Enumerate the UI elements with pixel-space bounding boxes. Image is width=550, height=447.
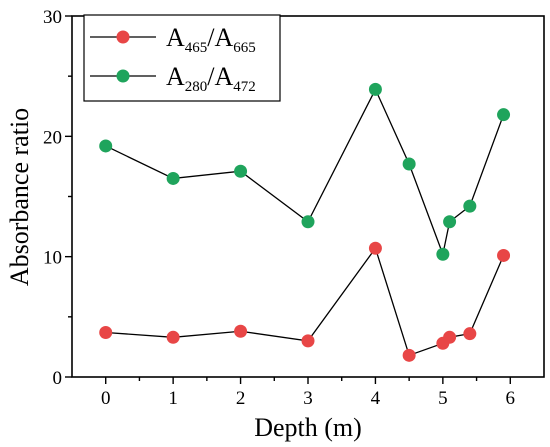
data-point-a280-a472 [301, 215, 315, 229]
data-point-a465-a665 [463, 327, 477, 341]
x-tick-label: 1 [168, 388, 178, 409]
series-line-a465-a665 [105, 246, 505, 357]
legend-label-a280-a472: A280/A472 [166, 62, 256, 95]
data-point-a465-a665 [234, 324, 248, 338]
data-point-a280-a472 [443, 215, 457, 229]
series-line-a280-a472 [105, 87, 505, 257]
data-point-a465-a665 [368, 241, 382, 255]
y-axis-title: Absorbance ratio [5, 108, 34, 286]
y-tick-label: 30 [43, 7, 62, 28]
axes: 0 1 2 3 4 5 6 0 10 20 30 [43, 7, 545, 409]
data-point-a465-a665 [99, 325, 113, 339]
data-point-a280-a472 [99, 139, 113, 153]
y-tick-label: 20 [43, 127, 62, 148]
x-tick-label: 3 [303, 388, 313, 409]
x-tick-label: 4 [371, 388, 381, 409]
y-tick-label: 10 [43, 248, 62, 269]
legend-marker-a280-a472 [116, 69, 130, 83]
data-point-a280-a472 [463, 199, 477, 213]
data-point-a280-a472 [234, 164, 248, 178]
data-point-a280-a472 [497, 108, 511, 122]
data-point-a280-a472 [402, 157, 416, 171]
y-tick-label: 0 [53, 368, 63, 389]
data-point-a465-a665 [301, 334, 315, 348]
x-tick-label: 0 [101, 388, 111, 409]
x-axis-title: Depth (m) [254, 413, 362, 442]
data-point-a280-a472 [436, 247, 450, 261]
legend: A465/A665 A280/A472 [83, 14, 281, 102]
data-point-a465-a665 [443, 330, 457, 344]
data-point-a465-a665 [166, 330, 180, 344]
x-tick-label: 5 [438, 388, 448, 409]
legend-label-a465-a665: A465/A665 [166, 23, 256, 56]
data-point-a280-a472 [166, 171, 180, 185]
data-point-a465-a665 [497, 248, 511, 262]
data-point-a280-a472 [368, 82, 382, 96]
legend-marker-a465-a665 [116, 30, 130, 44]
data-point-a465-a665 [402, 348, 416, 362]
legend-box [83, 14, 281, 102]
x-tick-label: 2 [236, 388, 246, 409]
series-layer [99, 82, 511, 362]
x-tick-label: 6 [506, 388, 516, 409]
